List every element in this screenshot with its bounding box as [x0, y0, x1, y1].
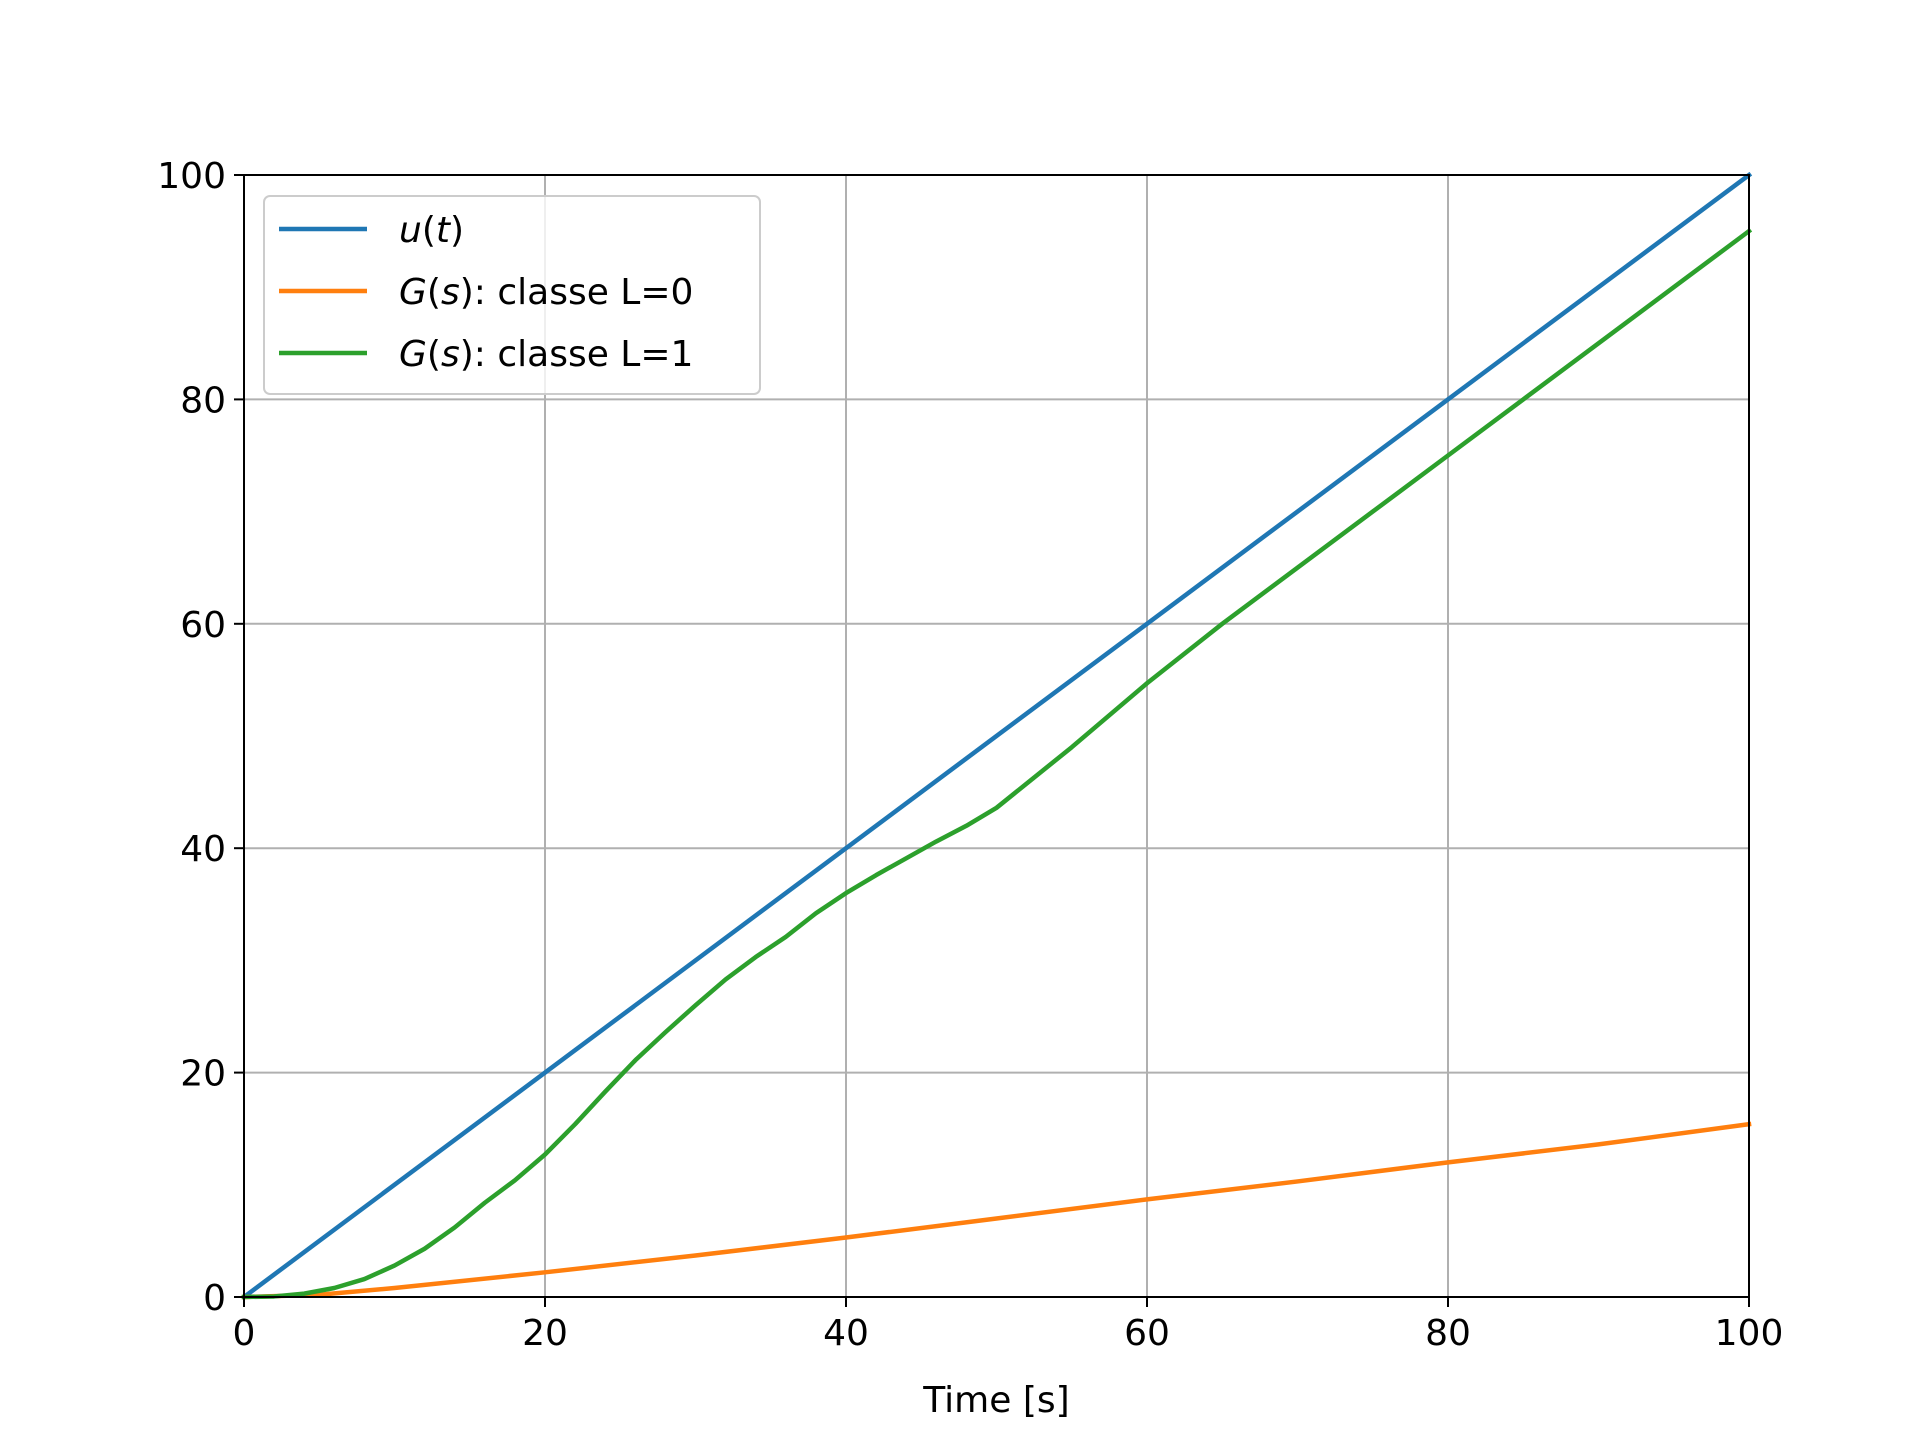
- series-line-u-t: [240, 171, 1753, 1301]
- legend-suffix: : classe L=1: [474, 334, 694, 375]
- legend-arg: s: [441, 272, 460, 313]
- legend-entry-label: G(s): classe L=1: [399, 334, 693, 375]
- plot-frame: [243, 174, 1750, 1298]
- x-tick-label: 40: [823, 1313, 869, 1354]
- legend-box: [263, 195, 761, 395]
- x-tick-label: 100: [1715, 1313, 1784, 1354]
- legend-func: G: [399, 334, 427, 375]
- x-tick-label: 20: [522, 1313, 568, 1354]
- x-tick-label: 80: [1425, 1313, 1471, 1354]
- x-axis-label: Time [s]: [922, 1380, 1069, 1421]
- legend-func: G: [399, 272, 427, 313]
- legend-func: u: [399, 210, 422, 251]
- series-lines: [240, 171, 1753, 1301]
- x-axis-ticks: 0 20 40 60 80 100: [233, 1297, 1784, 1354]
- legend-paren: (: [427, 272, 441, 313]
- y-tick-label: 80: [180, 380, 226, 421]
- y-tick-label: 0: [203, 1278, 226, 1319]
- legend-arg: t: [436, 210, 452, 251]
- legend-arg: s: [441, 334, 460, 375]
- legend-paren: ): [450, 210, 464, 251]
- y-tick-label: 20: [180, 1054, 226, 1095]
- legend: u(t)G(s): classe L=0G(s): classe L=1: [263, 195, 761, 395]
- legend-paren: (: [427, 334, 441, 375]
- series-line-classe-l1: [241, 227, 1753, 1300]
- y-tick-label: 40: [180, 829, 226, 870]
- legend-paren: ): [460, 334, 474, 375]
- y-axis-ticks: 0 20 40 60 80 100: [157, 156, 244, 1319]
- legend-entry-label: u(t): [399, 210, 464, 251]
- x-tick-label: 0: [233, 1313, 256, 1354]
- legend-paren: (: [422, 210, 436, 251]
- legend-paren: ): [460, 272, 474, 313]
- y-tick-label: 60: [180, 605, 226, 646]
- x-tick-label: 60: [1124, 1313, 1170, 1354]
- legend-entry-label: G(s): classe L=0: [399, 272, 693, 313]
- series-line-classe-l0: [241, 1121, 1752, 1300]
- y-tick-label: 100: [157, 156, 226, 197]
- legend-suffix: : classe L=0: [474, 272, 694, 313]
